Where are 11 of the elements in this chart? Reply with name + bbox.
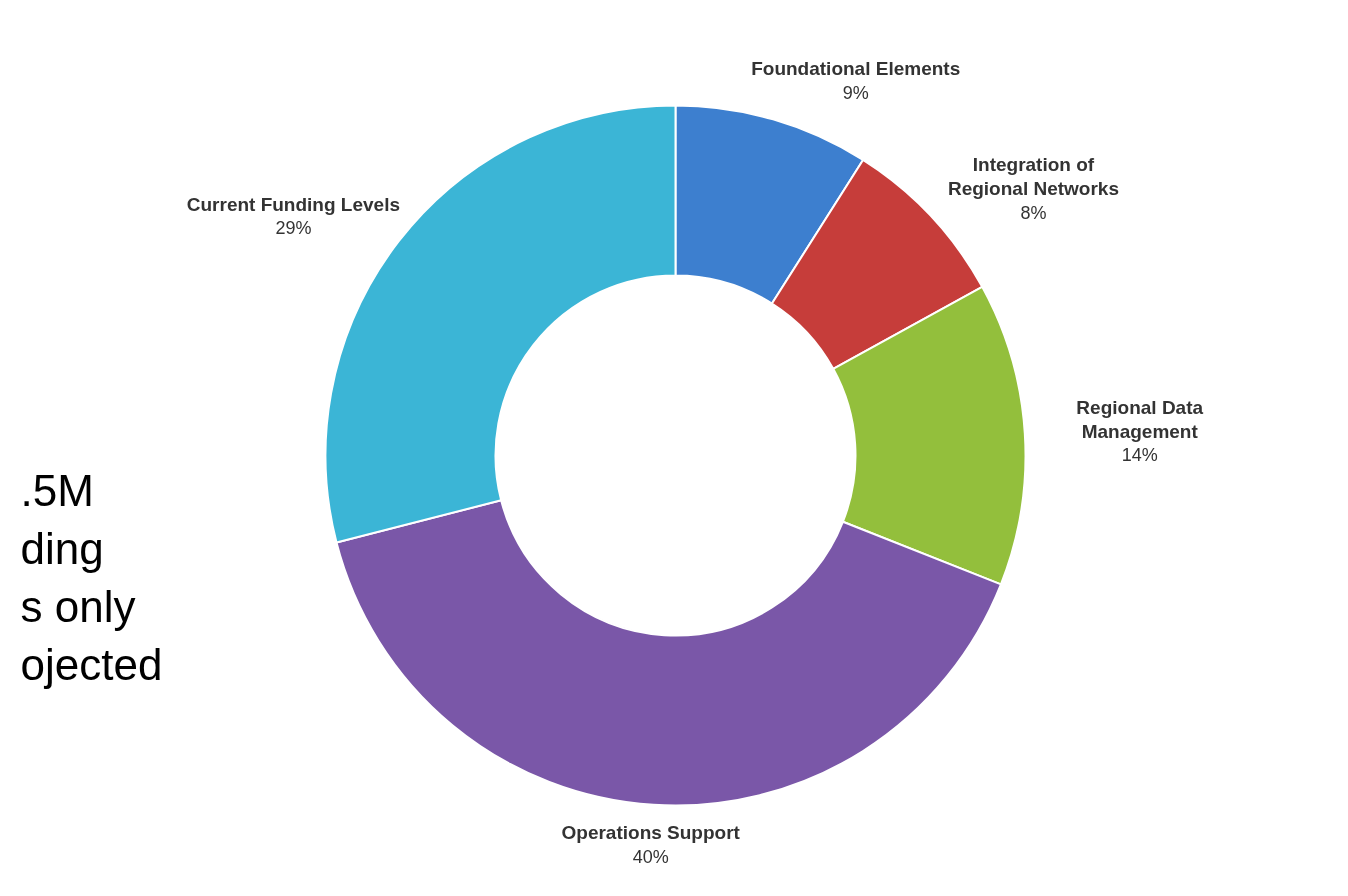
data-label: 8% (1020, 202, 1047, 223)
data-label: 29% (275, 218, 312, 239)
slice-label: Integration of Regional Networks (947, 154, 1119, 200)
slice-label: Foundational Elements (751, 58, 961, 80)
data-label: 40% (632, 846, 669, 867)
slice-label: Operations Support (561, 822, 741, 844)
slice-label: Regional Data Management (1076, 396, 1204, 442)
slice-label: Current Funding Levels (186, 193, 401, 215)
text: .5M ding s only ojected (20, 466, 163, 689)
data-label: 14% (1121, 445, 1158, 466)
data-label: 9% (842, 82, 869, 103)
